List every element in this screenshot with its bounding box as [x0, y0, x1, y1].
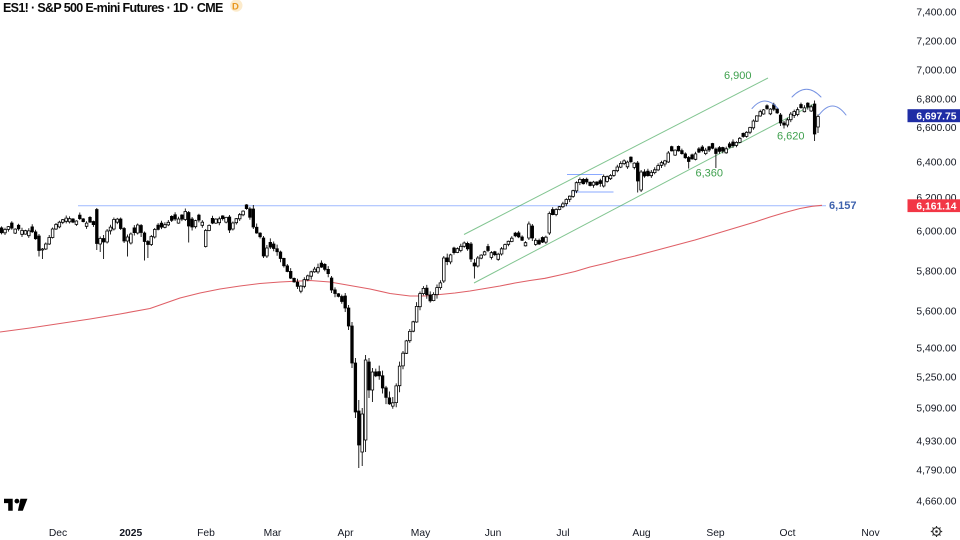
- svg-text:6,620: 6,620: [777, 131, 805, 143]
- svg-text:4,660.00: 4,660.00: [916, 497, 956, 508]
- svg-text:6,697.75: 6,697.75: [916, 111, 956, 122]
- svg-text:Jun: Jun: [485, 528, 502, 539]
- svg-text:4,930.00: 4,930.00: [916, 437, 956, 448]
- svg-text:6,157: 6,157: [829, 200, 857, 212]
- svg-text:Dec: Dec: [49, 528, 67, 539]
- svg-text:2025: 2025: [119, 528, 142, 539]
- svg-text:6,800.00: 6,800.00: [916, 95, 956, 106]
- svg-text:Sep: Sep: [706, 528, 725, 539]
- svg-text:Mar: Mar: [264, 528, 282, 539]
- svg-text:6,360: 6,360: [696, 168, 724, 180]
- svg-text:Jul: Jul: [556, 528, 569, 539]
- svg-text:Oct: Oct: [779, 528, 795, 539]
- svg-text:Apr: Apr: [337, 528, 354, 539]
- svg-text:6,200.00: 6,200.00: [916, 193, 956, 204]
- svg-text:Aug: Aug: [632, 528, 651, 539]
- svg-text:Feb: Feb: [197, 528, 215, 539]
- svg-text:ES1! · S&P 500 E-mini Futures: ES1! · S&P 500 E-mini Futures · 1D · CME: [3, 1, 223, 15]
- svg-text:4,790.00: 4,790.00: [916, 466, 956, 477]
- svg-text:6,400.00: 6,400.00: [916, 158, 956, 169]
- svg-text:6,600.00: 6,600.00: [916, 123, 956, 134]
- svg-text:D: D: [232, 2, 239, 13]
- svg-text:5,800.00: 5,800.00: [916, 267, 956, 278]
- svg-text:5,250.00: 5,250.00: [916, 373, 956, 384]
- svg-text:7,200.00: 7,200.00: [916, 37, 956, 48]
- svg-text:5,600.00: 5,600.00: [916, 307, 956, 318]
- svg-text:7,000.00: 7,000.00: [916, 66, 956, 77]
- svg-text:Nov: Nov: [861, 528, 880, 539]
- svg-text:5,090.00: 5,090.00: [916, 404, 956, 415]
- svg-text:7,400.00: 7,400.00: [916, 8, 956, 19]
- svg-text:6,900: 6,900: [724, 70, 752, 82]
- svg-text:May: May: [411, 528, 431, 539]
- svg-text:6,000.00: 6,000.00: [916, 227, 956, 238]
- svg-text:5,400.00: 5,400.00: [916, 344, 956, 355]
- svg-text:6,161.14: 6,161.14: [916, 201, 956, 212]
